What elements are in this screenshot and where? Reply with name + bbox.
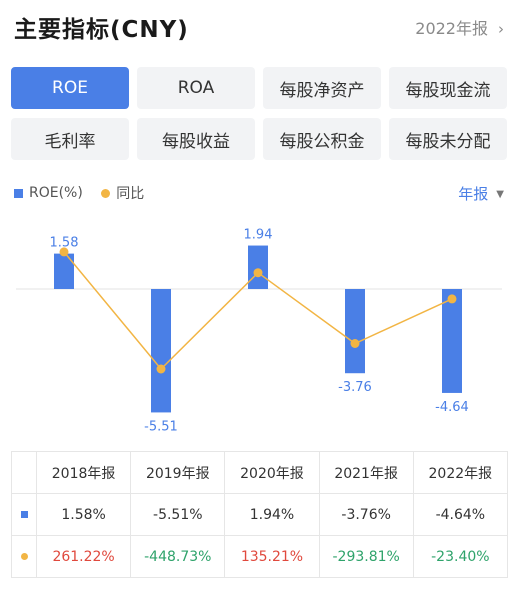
tab-cash-flow-per-share[interactable]: 每股现金流 [389, 67, 507, 109]
chevron-right-icon: › [498, 20, 504, 38]
table-header: 2020年报 [225, 452, 320, 494]
table-cell: -4.64% [413, 494, 508, 536]
table-row-roe: 1.58% -5.51% 1.94% -3.76% -4.64% [12, 494, 508, 536]
roe-bar[interactable] [442, 289, 462, 393]
header: 主要指标(CNY) 2022年报 › [0, 0, 518, 56]
frequency-dropdown[interactable]: 年报 ▼ [458, 183, 504, 204]
roe-bar[interactable] [151, 289, 171, 413]
bar-value-label: -5.51 [144, 419, 178, 434]
row-marker [12, 494, 37, 536]
table-header: 2021年报 [319, 452, 414, 494]
bar-value-label: -3.76 [338, 380, 372, 395]
table-header: 2022年报 [413, 452, 508, 494]
yoy-point[interactable] [447, 294, 457, 304]
table-cell: -293.81% [319, 536, 414, 578]
caret-down-icon: ▼ [496, 189, 504, 200]
tab-roe[interactable]: ROE [11, 67, 129, 109]
roe-chart: 1.58 -5.51 1.94 -3.76 -4.64 [16, 228, 502, 434]
bar-value-label: -4.64 [435, 400, 469, 415]
tab-bvps[interactable]: 每股净资产 [263, 67, 381, 109]
yoy-point[interactable] [253, 268, 263, 278]
table-cell: 1.58% [37, 494, 132, 536]
metric-tabs: ROE ROA 每股净资产 每股现金流 毛利率 每股收益 每股公积金 每股未分配 [11, 67, 507, 160]
yoy-point[interactable] [156, 364, 166, 374]
bar-value-label: 1.94 [244, 228, 273, 243]
table-cell: 135.21% [225, 536, 320, 578]
legend-yoy-label: 同比 [116, 186, 145, 202]
legend-yoy: 同比 [101, 183, 144, 203]
legend-roe: ROE(%) [14, 185, 83, 201]
row-marker [12, 536, 37, 578]
data-table: 2018年报 2019年报 2020年报 2021年报 2022年报 1.58%… [11, 451, 508, 578]
frequency-label: 年报 [458, 185, 489, 203]
legend-dot-icon [101, 188, 111, 198]
legend-roe-label: ROE(%) [29, 185, 83, 201]
table-row-yoy: 261.22% -448.73% 135.21% -293.81% -23.40… [12, 536, 508, 578]
period-selector[interactable]: 2022年报 › [415, 15, 504, 39]
roe-bar[interactable] [345, 289, 365, 374]
table-cell: -448.73% [131, 536, 226, 578]
table-header: 2019年报 [131, 452, 226, 494]
square-marker-icon [20, 511, 28, 518]
period-label: 2022年报 [415, 19, 488, 38]
table-cell: 261.22% [37, 536, 132, 578]
table-header: 2018年报 [37, 452, 132, 494]
chart-legend: ROE(%) 同比 [14, 183, 504, 207]
page-title: 主要指标(CNY) [14, 17, 189, 43]
table-header-row: 2018年报 2019年报 2020年报 2021年报 2022年报 [12, 452, 508, 494]
table-cell: -5.51% [131, 494, 226, 536]
bar-value-label: 1.58 [50, 236, 79, 251]
roe-bar[interactable] [54, 253, 74, 289]
tab-undistributed-per-share[interactable]: 每股未分配 [389, 118, 507, 160]
tab-reserve-per-share[interactable]: 每股公积金 [263, 118, 381, 160]
tab-gross-margin[interactable]: 毛利率 [11, 118, 129, 160]
table-cell: -23.40% [413, 536, 508, 578]
table-cell: -3.76% [319, 494, 414, 536]
dot-marker-icon [20, 553, 28, 560]
legend-square-icon [14, 188, 23, 198]
table-cell: 1.94% [225, 494, 320, 536]
yoy-point[interactable] [350, 339, 360, 348]
tab-roa[interactable]: ROA [137, 67, 255, 109]
yoy-point[interactable] [59, 247, 69, 257]
roe-bar[interactable] [248, 245, 268, 289]
table-corner [12, 452, 37, 494]
tab-eps[interactable]: 每股收益 [137, 118, 255, 160]
